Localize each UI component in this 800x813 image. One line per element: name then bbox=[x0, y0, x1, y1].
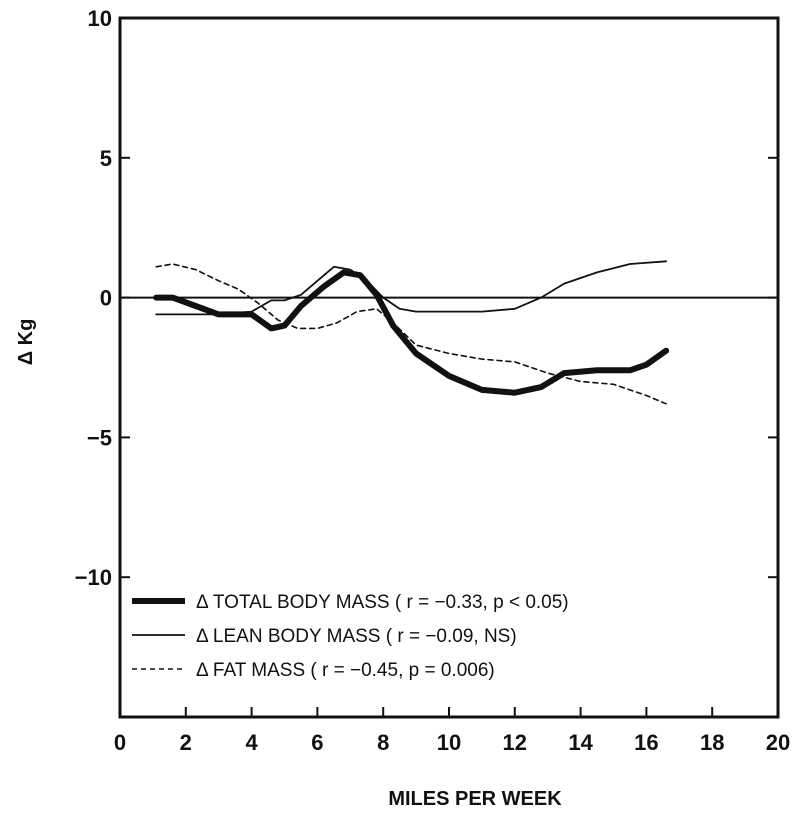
y-tick-label: −5 bbox=[87, 425, 112, 450]
x-tick-label: 12 bbox=[503, 730, 527, 755]
x-tick-label: 8 bbox=[377, 730, 389, 755]
x-tick-labels: 0 2 4 6 8 10 12 14 16 18 20 bbox=[114, 730, 790, 755]
legend-label: Δ LEAN BODY MASS ( r = −0.09, NS) bbox=[196, 626, 517, 647]
x-tick-label: 6 bbox=[311, 730, 323, 755]
x-axis-title: MILES PER WEEK bbox=[388, 788, 562, 810]
x-tick-label: 2 bbox=[180, 730, 192, 755]
x-tick-label: 4 bbox=[245, 730, 258, 755]
x-tick-label: 18 bbox=[700, 730, 724, 755]
y-axis-title: Δ Kg bbox=[15, 319, 37, 366]
series-line-thick bbox=[153, 269, 670, 396]
y-tick-labels: 10 5 0 −5 −10 bbox=[75, 6, 112, 590]
x-tick-label: 0 bbox=[114, 730, 126, 755]
legend-label: Δ FAT MASS ( r = −0.45, p = 0.006) bbox=[196, 660, 495, 681]
legend-label: Δ TOTAL BODY MASS ( r = −0.33, p < 0.05) bbox=[196, 592, 569, 613]
series-lines bbox=[153, 260, 670, 405]
series-line-dashed bbox=[155, 263, 667, 405]
y-tick-label: 10 bbox=[88, 6, 112, 31]
series-line-solid bbox=[155, 260, 667, 316]
y-tick-label: 5 bbox=[100, 146, 112, 171]
x-tick-label: 14 bbox=[568, 730, 593, 755]
tick-marks bbox=[119, 17, 779, 717]
y-tick-label: −10 bbox=[75, 565, 112, 590]
x-tick-label: 16 bbox=[634, 730, 658, 755]
legend: Δ TOTAL BODY MASS ( r = −0.33, p < 0.05)… bbox=[132, 592, 569, 681]
y-tick-label: 0 bbox=[100, 286, 112, 311]
x-tick-label: 20 bbox=[766, 730, 790, 755]
x-tick-label: 10 bbox=[437, 730, 461, 755]
